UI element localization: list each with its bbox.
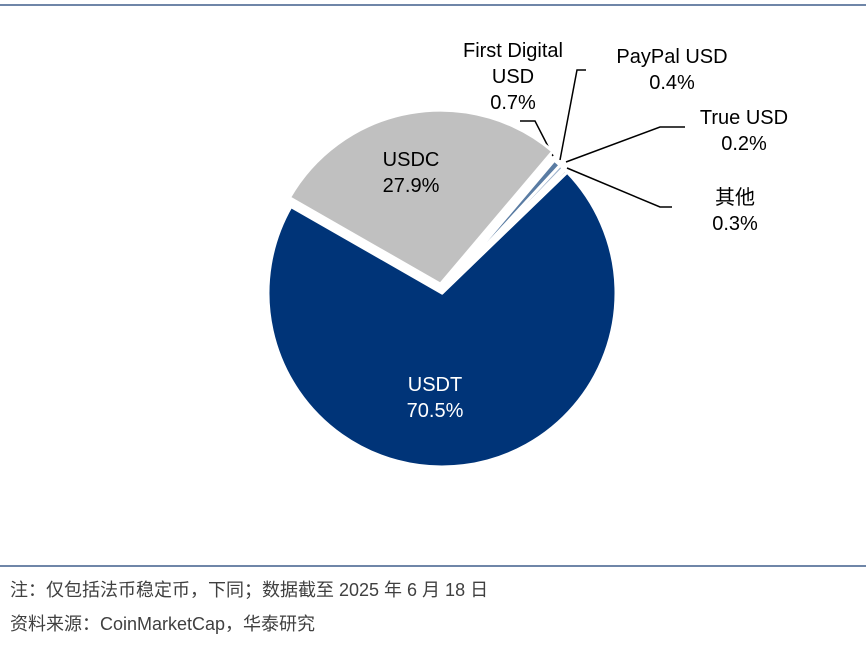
slice-label: True USD 0.2% bbox=[700, 105, 788, 157]
leader-lines bbox=[520, 69, 685, 208]
leader-line bbox=[520, 120, 554, 157]
value-label: 0.4% bbox=[649, 72, 695, 94]
leader-line bbox=[565, 126, 685, 163]
source: 资料来源：CoinMarketCap，华泰研究 bbox=[10, 614, 316, 634]
pie bbox=[266, 108, 618, 469]
value-label: 0.2% bbox=[721, 133, 767, 155]
leader-line bbox=[566, 167, 672, 208]
category-label: First Digital USD bbox=[462, 40, 563, 88]
slice-label: PayPal USD 0.4% bbox=[616, 44, 727, 96]
pie-slice bbox=[440, 167, 570, 295]
value-label: 70.5% bbox=[406, 400, 464, 422]
slice-label: First Digital USD 0.7% bbox=[448, 38, 578, 116]
slice-label: 其他 0.3% bbox=[712, 185, 758, 237]
leader-line bbox=[559, 69, 586, 161]
category-label: PayPal USD bbox=[616, 46, 728, 68]
slice-label: USDT 70.5% bbox=[407, 372, 464, 424]
value-label: 0.7% bbox=[490, 92, 536, 114]
pie-slice bbox=[266, 170, 618, 469]
category-label: USDT bbox=[407, 374, 463, 396]
slice-label: USDC 27.9% bbox=[383, 147, 440, 199]
category-label: 其他 bbox=[715, 187, 755, 209]
category-label: True USD bbox=[699, 107, 789, 129]
pie-slice bbox=[287, 108, 555, 287]
note: 注：仅包括法币稳定币，下同；数据截至 2025 年 6 月 18 日 bbox=[10, 580, 489, 600]
value-label: 27.9% bbox=[382, 175, 440, 197]
category-label: USDC bbox=[382, 149, 440, 171]
value-label: 0.3% bbox=[712, 213, 758, 235]
